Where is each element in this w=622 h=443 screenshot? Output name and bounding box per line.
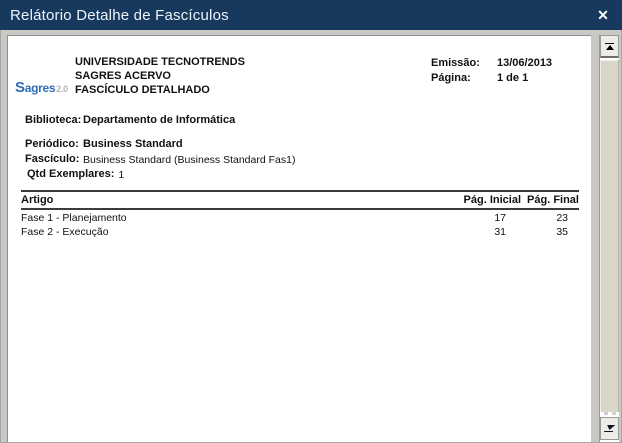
field-periodico-value: Business Standard	[83, 138, 183, 150]
sagres-logo: Sagres2.0	[15, 79, 68, 96]
vertical-scrollbar[interactable]	[599, 35, 619, 442]
field-periodico-label: Periódico:	[25, 138, 79, 150]
logo-rest: agres	[24, 81, 56, 95]
field-fasciculo-value: Business Standard (Business Standard Fas…	[83, 154, 296, 166]
org-line-university: UNIVERSIDADE TECNOTRENDS	[75, 56, 245, 68]
field-biblioteca: Biblioteca: Departamento de Informática	[25, 114, 579, 126]
page-number-label: Página:	[431, 72, 471, 84]
scroll-bottom-bar-icon	[603, 431, 614, 432]
cell-pag-inicial: 31	[494, 226, 506, 238]
report-page: Sagres2.0 UNIVERSIDADE TECNOTRENDS SAGRE…	[7, 35, 591, 442]
field-fasciculo-label: Fascículo:	[25, 153, 80, 165]
cell-artigo: Fase 2 - Execução	[21, 226, 109, 238]
scroll-up-button[interactable]	[600, 35, 619, 58]
logo-initial: S	[15, 79, 25, 96]
scrollbar-thumb[interactable]	[600, 60, 619, 412]
table-header-row: Artigo Pág. Inicial Pág. Final	[21, 190, 579, 210]
scroll-to-bottom-icon	[603, 425, 615, 432]
field-biblioteca-value: Departamento de Informática	[83, 114, 236, 126]
page-number-value: 1 de 1	[497, 72, 529, 84]
cell-pag-final: 23	[556, 212, 568, 224]
col-header-pag-final: Pág. Final	[527, 194, 579, 206]
field-biblioteca-label: Biblioteca:	[25, 114, 82, 126]
field-periodico: Periódico: Business Standard	[25, 138, 579, 150]
emission-label: Emissão:	[431, 57, 480, 69]
scroll-to-top-icon	[605, 42, 614, 44]
scroll-down-button[interactable]	[600, 417, 619, 440]
cell-pag-inicial: 17	[494, 212, 506, 224]
col-header-artigo: Artigo	[21, 194, 54, 206]
logo-version: 2.0	[56, 84, 68, 94]
articles-table: Artigo Pág. Inicial Pág. Final Fase 1 - …	[21, 190, 579, 238]
field-qtd-label: Qtd Exemplares:	[27, 168, 115, 180]
report-header: Sagres2.0 UNIVERSIDADE TECNOTRENDS SAGRE…	[15, 55, 579, 97]
dialog-title: Relátorio Detalhe de Fascículos	[10, 6, 229, 24]
emission-value: 13/06/2013	[497, 57, 553, 69]
logo-column: Sagres2.0	[15, 55, 75, 97]
scroll-up-icon	[605, 44, 614, 50]
page-number-row: Página: 1 de 1	[431, 71, 579, 86]
report-meta: Emissão: 13/06/2013 Página: 1 de 1	[431, 55, 579, 97]
cell-pag-final: 35	[556, 226, 568, 238]
table-row: Fase 1 - Planejamento 17 23	[21, 210, 579, 224]
org-line-system: SAGRES ACERVO	[75, 70, 171, 82]
field-qtd-exemplares: Qtd Exemplares: 1	[27, 168, 579, 181]
org-lines: UNIVERSIDADE TECNOTRENDS SAGRES ACERVO F…	[75, 55, 431, 97]
scroll-down-icon	[605, 425, 615, 430]
close-icon[interactable]: ✕	[597, 6, 609, 23]
col-header-pag-inicial: Pág. Inicial	[463, 194, 521, 206]
org-line-report-name: FASCÍCULO DETALHADO	[75, 84, 210, 96]
dialog-titlebar: Relátorio Detalhe de Fascículos ✕	[0, 0, 622, 30]
cell-artigo: Fase 1 - Planejamento	[21, 212, 127, 224]
scrollbar-track[interactable]	[600, 412, 619, 415]
emission-row: Emissão: 13/06/2013	[431, 56, 579, 71]
field-qtd-value: 1	[118, 169, 125, 181]
report-fields: Biblioteca: Departamento de Informática …	[25, 114, 579, 181]
table-row: Fase 2 - Execução 31 35	[21, 224, 579, 238]
dialog-content: Sagres2.0 UNIVERSIDADE TECNOTRENDS SAGRE…	[0, 30, 622, 443]
field-fasciculo: Fascículo: Business Standard (Business S…	[25, 153, 579, 166]
